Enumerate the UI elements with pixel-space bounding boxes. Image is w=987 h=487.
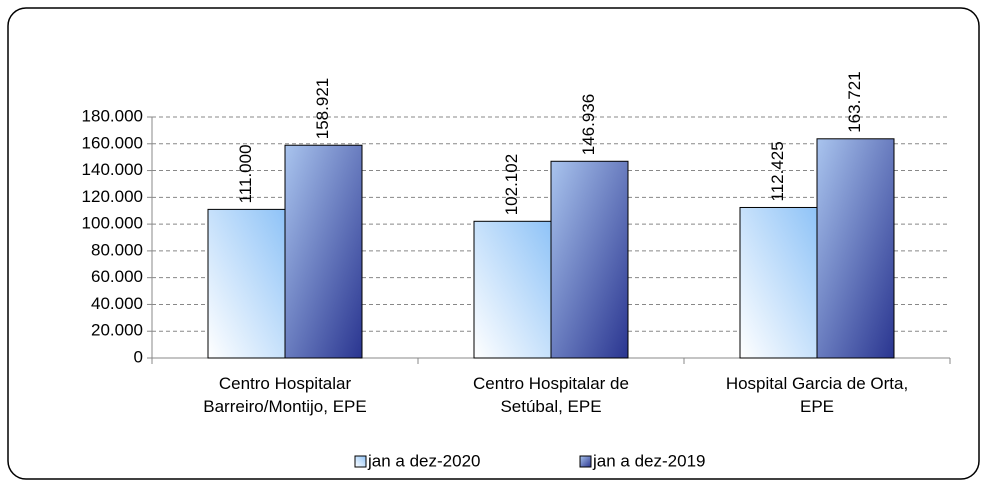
bar — [739, 206, 818, 359]
x-tick-label: Centro Hospitalar de Setúbal, EPE — [473, 374, 629, 416]
y-tick-label: 0 — [134, 347, 143, 366]
y-tick-label: 80.000 — [91, 240, 143, 259]
value-label: 158.921 — [313, 78, 332, 139]
x-tick-label: Hospital Garcia de Orta, EPE — [726, 374, 908, 416]
bar — [550, 160, 629, 359]
y-tick-label: 100.000 — [82, 214, 143, 233]
value-label: 102.102 — [502, 154, 521, 215]
y-tick-label: 180.000 — [82, 106, 143, 125]
value-label: 146.936 — [579, 94, 598, 155]
value-label: 163.721 — [845, 71, 864, 132]
value-label: 112.425 — [768, 141, 787, 201]
y-tick-label: 60.000 — [91, 267, 143, 286]
y-tick-label: 20.000 — [91, 321, 143, 340]
legend-label: jan a dez-2020 — [367, 451, 480, 470]
y-tick-label: 140.000 — [82, 160, 143, 179]
legend-swatch — [354, 455, 367, 468]
bar — [473, 220, 552, 359]
bar — [816, 138, 895, 359]
x-tick-label: Centro Hospitalar Barreiro/Montijo, EPE — [203, 374, 366, 416]
bar — [207, 208, 286, 359]
y-tick-label: 120.000 — [82, 187, 143, 206]
y-tick-label: 40.000 — [91, 294, 143, 313]
value-label: 111.000 — [236, 144, 255, 203]
y-tick-label: 160.000 — [82, 133, 143, 152]
legend-swatch — [579, 455, 592, 468]
bar — [284, 144, 363, 359]
legend-label: jan a dez-2019 — [592, 451, 705, 470]
